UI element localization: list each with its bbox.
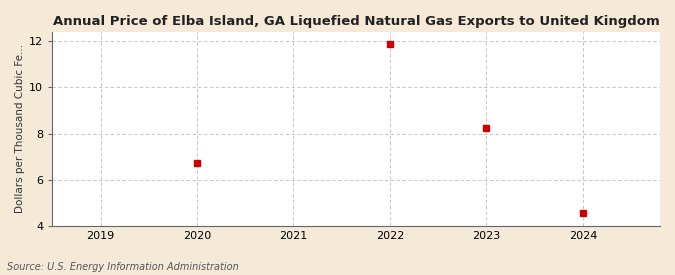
Text: Source: U.S. Energy Information Administration: Source: U.S. Energy Information Administ… bbox=[7, 262, 238, 272]
Y-axis label: Dollars per Thousand Cubic Fe...: Dollars per Thousand Cubic Fe... bbox=[15, 44, 25, 213]
Title: Annual Price of Elba Island, GA Liquefied Natural Gas Exports to United Kingdom: Annual Price of Elba Island, GA Liquefie… bbox=[53, 15, 659, 28]
